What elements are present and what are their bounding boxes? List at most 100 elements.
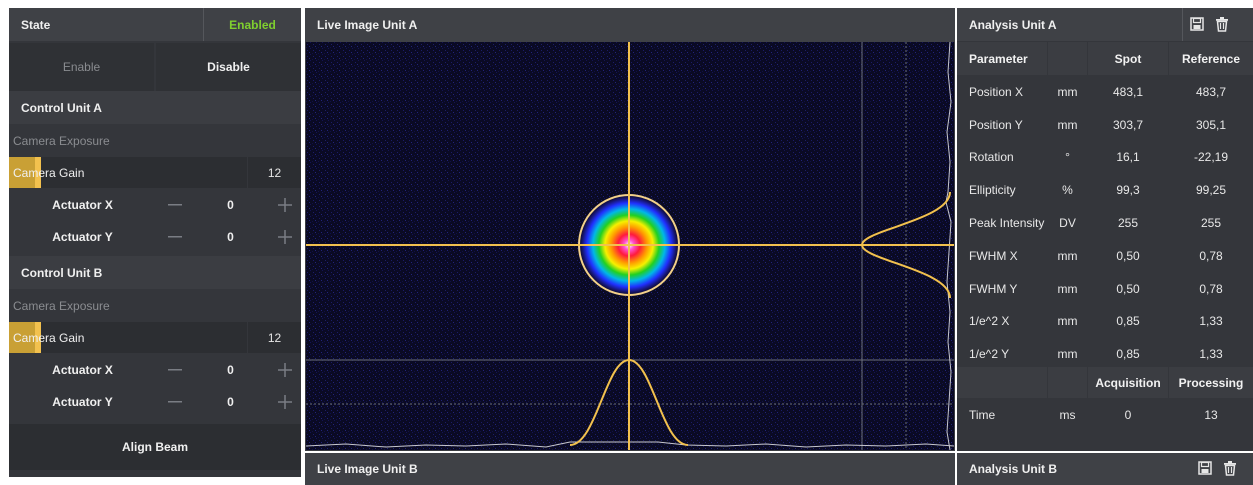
table-cell <box>1048 42 1087 75</box>
table-cell: ° <box>1048 141 1087 174</box>
control-unit-title: Control Unit A <box>9 91 301 124</box>
table-cell: 305,1 <box>1169 108 1253 141</box>
state-value: Enabled <box>229 17 276 32</box>
minus-icon[interactable] <box>157 189 193 220</box>
table-cell: 99,3 <box>1088 174 1168 207</box>
table-cell: 483,7 <box>1169 76 1253 108</box>
table-cell: 255 <box>1169 207 1253 239</box>
minus-icon[interactable] <box>157 354 193 385</box>
camera-exposure-slider[interactable]: Camera Exposure <box>9 290 247 321</box>
camera-exposure-value[interactable] <box>248 125 301 156</box>
state-label: State <box>21 17 51 32</box>
camera-gain-thumb[interactable] <box>34 322 41 353</box>
table-cell: Peak Intensity <box>957 207 1047 239</box>
table-cell: 99,25 <box>1169 174 1253 207</box>
table-cell: mm <box>1048 272 1087 305</box>
table-cell: Reference <box>1169 42 1253 75</box>
vertical-profile-curve <box>860 191 951 299</box>
state-divider <box>203 8 204 41</box>
analysis-panel-b: Analysis Unit B <box>957 453 1253 485</box>
analysis-title-a: Analysis Unit A <box>957 8 1253 41</box>
table-cell: 0,85 <box>1088 338 1168 371</box>
analysis-header-divider <box>1182 8 1183 41</box>
minus-icon[interactable] <box>157 221 193 252</box>
actuator-value[interactable]: 0 <box>194 221 267 252</box>
table-cell: Processing <box>1169 367 1253 398</box>
camera-gain-label: Camera Gain <box>13 165 85 180</box>
table-cell <box>1048 367 1087 398</box>
table-cell: Rotation <box>957 141 1047 174</box>
actuator-value[interactable]: 0 <box>194 354 267 385</box>
table-cell: DV <box>1048 207 1087 239</box>
table-cell: ms <box>1048 399 1087 430</box>
trash-icon[interactable] <box>1219 457 1241 479</box>
table-cell: 0,78 <box>1169 272 1253 305</box>
table-cell: 1,33 <box>1169 305 1253 338</box>
align-beam-button[interactable]: Align Beam <box>9 424 301 470</box>
camera-gain-label: Camera Gain <box>13 330 85 345</box>
table-cell: 0,78 <box>1169 240 1253 272</box>
table-cell: FWHM Y <box>957 272 1047 305</box>
table-cell: mm <box>1048 240 1087 272</box>
table-cell: mm <box>1048 338 1087 371</box>
actuator-label: Actuator X <box>9 354 156 385</box>
trash-icon[interactable] <box>1211 13 1233 35</box>
live-image-panel-b: Live Image Unit B <box>305 453 955 485</box>
table-cell: mm <box>1048 305 1087 338</box>
table-cell: 0,50 <box>1088 240 1168 272</box>
camera-exposure-slider[interactable]: Camera Exposure <box>9 125 247 156</box>
table-cell: Spot <box>1088 42 1168 75</box>
disable-button[interactable]: Disable <box>156 43 301 91</box>
table-cell: Time <box>957 399 1047 430</box>
horizontal-profile-curve <box>569 358 689 446</box>
table-cell: 1,33 <box>1169 338 1253 371</box>
table-cell: mm <box>1048 108 1087 141</box>
actuator-label: Actuator Y <box>9 221 156 252</box>
table-cell: Parameter <box>957 42 1047 75</box>
table-cell: 0,85 <box>1088 305 1168 338</box>
camera-gain-thumb[interactable] <box>34 157 41 188</box>
right-noise-trace <box>945 42 952 450</box>
plus-icon[interactable] <box>268 221 301 252</box>
actuator-value[interactable]: 0 <box>194 189 267 220</box>
table-cell <box>957 367 1047 398</box>
table-cell: 1/e^2 Y <box>957 338 1047 371</box>
plus-icon[interactable] <box>268 386 301 417</box>
table-cell: 13 <box>1169 399 1253 430</box>
table-cell: Position X <box>957 76 1047 108</box>
control-unit-title: Control Unit B <box>9 256 301 289</box>
save-icon[interactable] <box>1194 457 1216 479</box>
table-cell: FWHM X <box>957 240 1047 272</box>
camera-gain-fill <box>9 157 38 188</box>
table-cell: 0,50 <box>1088 272 1168 305</box>
actuator-label: Actuator X <box>9 189 156 220</box>
table-cell: % <box>1048 174 1087 207</box>
table-cell: -22,19 <box>1169 141 1253 174</box>
table-cell: Position Y <box>957 108 1047 141</box>
live-image-title-a: Live Image Unit A <box>305 8 955 42</box>
camera-gain-fill <box>9 322 38 353</box>
camera-exposure-value[interactable] <box>248 290 301 321</box>
table-cell: 1/e^2 X <box>957 305 1047 338</box>
state-row: State <box>9 8 301 41</box>
live-image-canvas <box>306 42 954 450</box>
plus-icon[interactable] <box>268 189 301 220</box>
table-cell: 16,1 <box>1088 141 1168 174</box>
camera-gain-slider[interactable]: Camera Gain <box>9 157 247 188</box>
live-image-title-b: Live Image Unit B <box>305 453 955 485</box>
table-cell: Ellipticity <box>957 174 1047 207</box>
table-cell: 303,7 <box>1088 108 1168 141</box>
minus-icon[interactable] <box>157 386 193 417</box>
plus-icon[interactable] <box>268 354 301 385</box>
table-cell: 0 <box>1088 399 1168 430</box>
save-icon[interactable] <box>1186 13 1208 35</box>
enable-button[interactable]: Enable <box>9 43 154 91</box>
live-image-a[interactable] <box>306 42 954 450</box>
table-cell: 483,1 <box>1088 76 1168 108</box>
camera-gain-slider[interactable]: Camera Gain <box>9 322 247 353</box>
actuator-value[interactable]: 0 <box>194 386 267 417</box>
table-cell: Acquisition <box>1088 367 1168 398</box>
actuator-label: Actuator Y <box>9 386 156 417</box>
camera-gain-value: 12 <box>248 157 301 188</box>
